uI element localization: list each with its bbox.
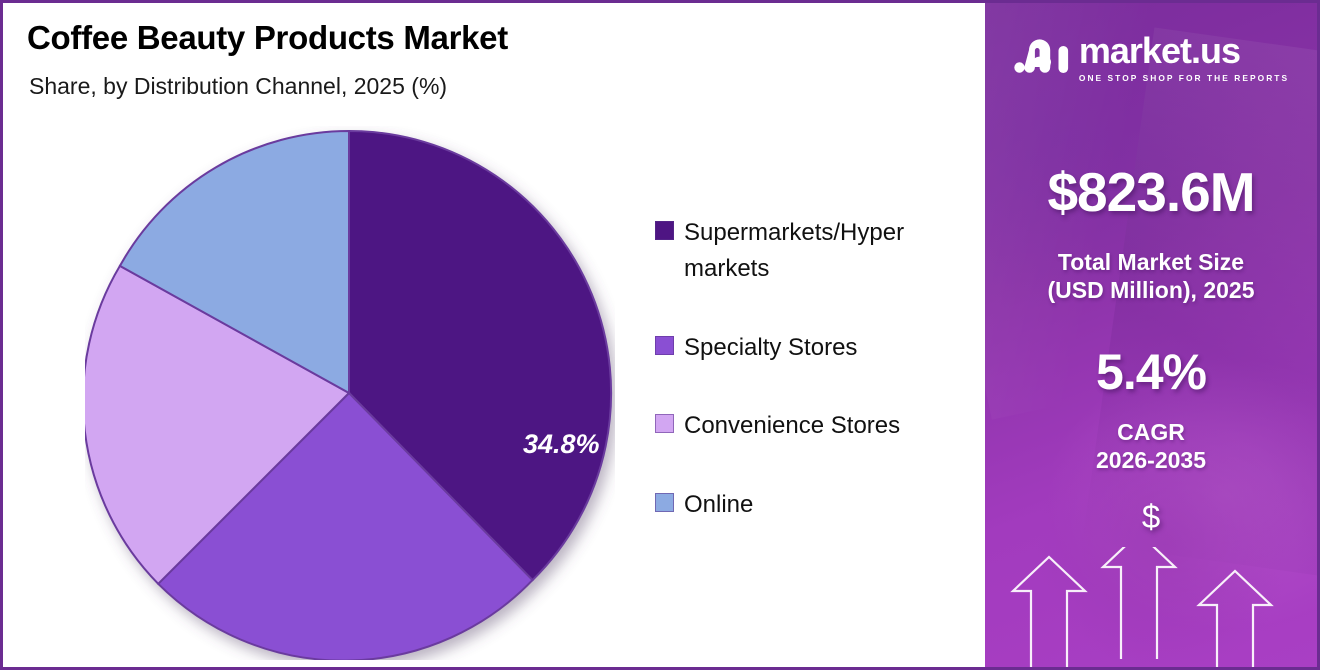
- stats-panel: market.us ONE STOP SHOP FOR THE REPORTS …: [985, 3, 1317, 667]
- growth-arrows-icon: [1010, 547, 1274, 667]
- legend-item-label: Specialty Stores: [684, 333, 858, 361]
- pie-slice-convenience-stores: [85, 264, 351, 586]
- pie-slice-value-label: 34.8%: [523, 429, 600, 459]
- chart-subtitle: Share, by Distribution Channel, 2025 (%): [29, 73, 448, 99]
- legend-swatch-icon: [655, 492, 674, 512]
- market-size-caption: Total Market Size (USD Million), 2025: [985, 248, 1317, 304]
- logo-tagline: ONE STOP SHOP FOR THE REPORTS: [1078, 73, 1290, 83]
- chart-panel: Coffee Beauty Products Market Share, by …: [3, 3, 988, 667]
- logo-wordmark: market.us: [1078, 30, 1241, 71]
- cagr-caption-line-2: 2026-2035: [1096, 447, 1206, 474]
- brand-logo[interactable]: market.us ONE STOP SHOP FOR THE REPORTS: [985, 33, 1317, 83]
- legend-item-label: Online: [684, 490, 754, 518]
- market-size-value: $823.6M: [1047, 161, 1255, 223]
- cagr-caption-line-1: CAGR: [1117, 419, 1185, 445]
- legend-swatch-icon: [655, 414, 674, 434]
- legend-item-supermarkets-hypermarkets[interactable]: Supermarkets/Hyper markets: [655, 215, 965, 288]
- logo-text-block: market.us ONE STOP SHOP FOR THE REPORTS: [1078, 30, 1290, 84]
- legend-item-online[interactable]: Online: [655, 487, 965, 523]
- legend-item-specialty-stores[interactable]: Specialty Stores: [655, 330, 965, 366]
- pie-slices-group: [85, 129, 613, 660]
- legend-item-convenience-stores[interactable]: Convenience Stores: [655, 408, 965, 444]
- pie-slice-online: [118, 129, 350, 395]
- pie-chart-svg: [85, 129, 613, 660]
- market-size-caption-line-1: Total Market Size: [1057, 249, 1245, 275]
- pie-slice-specialty-stores: [156, 391, 534, 660]
- legend-swatch-icon: [655, 335, 674, 355]
- growth-arrow-right: [1196, 569, 1274, 667]
- growth-arrow-center: [1100, 547, 1178, 659]
- pie-chart: 34.8%: [85, 126, 615, 660]
- pie-slice-supermarkets-hypermarkets: [348, 129, 613, 582]
- page-title: Coffee Beauty Products Market: [27, 19, 508, 56]
- legend-item-label: Supermarkets/Hyper markets: [684, 219, 905, 283]
- market-size-caption-line-2: (USD Million), 2025: [1047, 277, 1255, 304]
- legend-item-label: Convenience Stores: [684, 412, 901, 440]
- chart-legend: Supermarkets/Hyper markets Specialty Sto…: [655, 215, 965, 565]
- legend-swatch-icon: [655, 221, 674, 240]
- dollar-sign-icon: $: [1141, 498, 1161, 535]
- growth-arrow-left: [1010, 555, 1088, 667]
- cagr-value: 5.4%: [1096, 344, 1207, 400]
- market-us-logo-icon: [1014, 39, 1068, 73]
- cagr-caption: CAGR 2026-2035: [985, 418, 1317, 474]
